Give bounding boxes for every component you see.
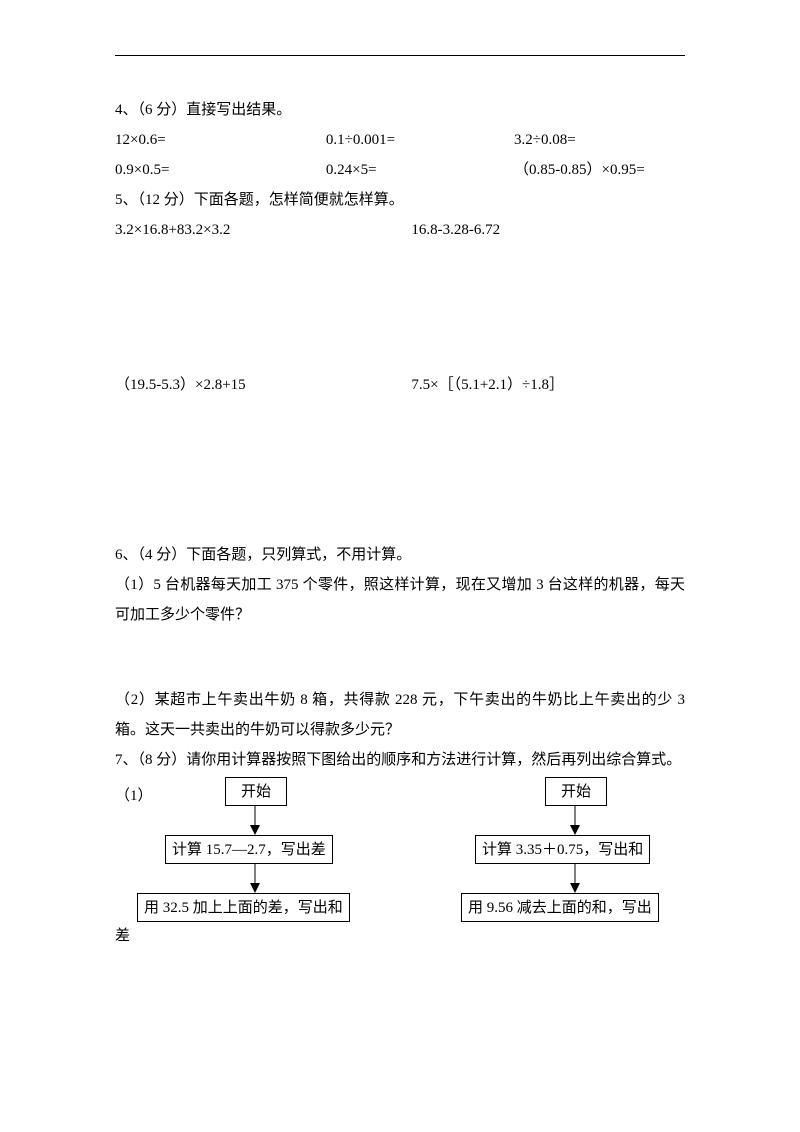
q4-r2-a: 0.9×0.5= [115,155,326,185]
q7-heading: 7、（8 分）请你用计算器按照下图给出的顺序和方法进行计算，然后再列出综合算式。 [115,745,685,775]
gap-2 [115,400,685,540]
flow-right-step2: 用 9.56 减去上面的和，写出 [461,893,659,922]
q6-p2: （2）某超市上午卖出牛奶 8 箱，共得款 228 元，下午卖出的牛奶比上午卖出的… [115,685,685,745]
q7-label: （1） [115,781,153,811]
q4-heading: 4、（6 分）直接写出结果。 [115,95,685,125]
q5-heading: 5、（12 分）下面各题，怎样简便就怎样算。 [115,185,685,215]
q4-row2: 0.9×0.5= 0.24×5= （0.85-0.85）×0.95= [115,155,685,185]
content: 4、（6 分）直接写出结果。 12×0.6= 0.1÷0.001= 3.2÷0.… [115,95,685,947]
q5-p1-a: 3.2×16.8+83.2×3.2 [115,215,411,245]
q4-r1-a: 12×0.6= [115,125,326,155]
q5-p2-b: 7.5×［（5.1+2.1）÷1.8］ [411,370,685,400]
page: 4、（6 分）直接写出结果。 12×0.6= 0.1÷0.001= 3.2÷0.… [0,0,800,1132]
q5-p1-b: 16.8-3.28-6.72 [411,215,685,245]
q7-trail: 差 [115,921,130,951]
arrow-icon [254,805,256,835]
flow-left-step2: 用 32.5 加上上面的差，写出和 [137,893,350,922]
top-rule [115,55,685,56]
flow-left-start: 开始 [225,777,287,806]
q5-p2-a: （19.5-5.3）×2.8+15 [115,370,411,400]
q4-r1-c: 3.2÷0.08= [514,125,685,155]
q6-heading: 6、（4 分）下面各题，只列算式，不用计算。 [115,540,685,570]
arrow-icon [574,805,576,835]
q4-r1-b: 0.1÷0.001= [326,125,514,155]
flow-left-step1: 计算 15.7—2.7，写出差 [165,835,333,864]
flow-right-start: 开始 [545,777,607,806]
q4-r2-b: 0.24×5= [326,155,514,185]
flow-right-step1: 计算 3.35＋0.75，写出和 [475,835,650,864]
q5-pair1: 3.2×16.8+83.2×3.2 16.8-3.28-6.72 [115,215,685,245]
gap-1 [115,245,685,370]
q5-pair2: （19.5-5.3）×2.8+15 7.5×［（5.1+2.1）÷1.8］ [115,370,685,400]
q6-p1: （1）5 台机器每天加工 375 个零件，照这样计算，现在又增加 3 台这样的机… [115,570,685,630]
arrow-icon [254,863,256,893]
gap-3 [115,630,685,685]
arrow-icon [574,863,576,893]
flowcharts: （1） 开始 计算 15.7—2.7，写出差 用 32.5 加上上面的差，写出和… [115,777,685,947]
q4-r2-c: （0.85-0.85）×0.95= [514,155,685,185]
q4-row1: 12×0.6= 0.1÷0.001= 3.2÷0.08= [115,125,685,155]
